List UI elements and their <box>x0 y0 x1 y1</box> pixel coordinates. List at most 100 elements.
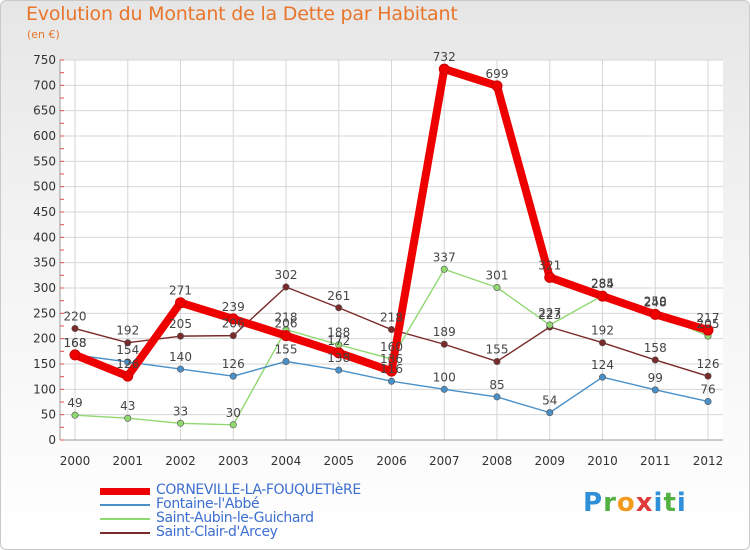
y-tick-label: 300 <box>33 281 56 295</box>
data-point <box>651 386 659 394</box>
data-label: 126 <box>697 357 720 371</box>
data-point <box>493 357 501 365</box>
data-point <box>440 385 448 393</box>
legend-swatch <box>100 488 150 495</box>
data-point <box>177 419 185 427</box>
data-label: 223 <box>538 308 561 322</box>
data-label: 100 <box>433 370 456 384</box>
data-label: 239 <box>222 300 245 314</box>
data-point <box>493 283 501 291</box>
data-point <box>649 308 661 320</box>
data-point <box>335 366 343 374</box>
data-label: 116 <box>380 362 403 376</box>
x-tick-label: 2004 <box>271 454 302 468</box>
data-point <box>386 365 397 377</box>
y-tick-label: 250 <box>33 306 56 320</box>
data-label: 732 <box>433 50 456 64</box>
data-point <box>122 370 134 382</box>
data-point <box>546 409 554 417</box>
data-label: 271 <box>169 284 192 298</box>
legend-label: Fontaine-l'Abbé <box>156 496 260 512</box>
data-point <box>177 332 185 340</box>
y-tick-label: 200 <box>33 332 56 346</box>
data-point <box>229 421 237 429</box>
y-tick-label: 650 <box>33 104 56 118</box>
y-tick-label: 550 <box>33 154 56 168</box>
data-point <box>704 372 712 380</box>
data-point <box>597 290 608 302</box>
x-tick-label: 2012 <box>693 454 724 468</box>
data-label: 250 <box>644 294 667 308</box>
data-label: 192 <box>116 324 139 338</box>
data-label: 124 <box>591 358 614 372</box>
data-label: 155 <box>275 342 298 356</box>
data-label: 126 <box>222 357 245 371</box>
data-label: 218 <box>380 311 403 325</box>
x-tick-label: 2000 <box>60 454 91 468</box>
data-label: 206 <box>275 317 298 331</box>
data-label: 192 <box>591 324 614 338</box>
data-label: 284 <box>591 277 614 291</box>
data-point <box>177 365 185 373</box>
data-label: 699 <box>486 67 509 81</box>
y-tick-label: 600 <box>33 129 56 143</box>
x-tick-label: 2002 <box>165 454 196 468</box>
data-point <box>598 339 606 347</box>
y-tick-label: 500 <box>33 180 56 194</box>
legend-swatch <box>100 518 150 520</box>
data-label: 301 <box>486 268 509 282</box>
data-label: 220 <box>64 310 87 324</box>
data-point <box>651 356 659 364</box>
data-label: 168 <box>64 336 87 350</box>
data-point <box>387 326 395 334</box>
y-tick-label: 150 <box>33 357 56 371</box>
data-point <box>491 80 503 92</box>
y-tick-label: 0 <box>48 433 56 447</box>
data-point <box>69 349 81 361</box>
data-label: 140 <box>169 350 192 364</box>
y-tick-label: 350 <box>33 256 56 270</box>
data-label: 49 <box>67 396 82 410</box>
data-label: 172 <box>327 334 350 348</box>
data-label: 155 <box>486 342 509 356</box>
data-label: 160 <box>380 340 403 354</box>
y-tick-label: 700 <box>33 78 56 92</box>
x-tick-label: 2005 <box>323 454 354 468</box>
y-tick-label: 100 <box>33 382 56 396</box>
data-label: 126 <box>116 357 139 371</box>
data-label: 136 <box>380 352 403 366</box>
data-label: 217 <box>697 311 720 325</box>
data-point <box>124 414 132 422</box>
data-label: 188 <box>327 326 350 340</box>
data-point <box>546 321 554 329</box>
data-label: 205 <box>169 317 192 331</box>
data-label: 206 <box>222 317 245 331</box>
legend-swatch <box>100 532 150 534</box>
data-point <box>229 332 237 340</box>
data-label: 138 <box>327 351 350 365</box>
data-label: 54 <box>542 394 557 408</box>
data-point <box>229 372 237 380</box>
data-point <box>440 265 448 273</box>
data-label: 158 <box>644 341 667 355</box>
legend-label: Saint-Clair-d'Arcey <box>156 524 278 540</box>
data-label: 189 <box>433 325 456 339</box>
data-label: 227 <box>538 306 561 320</box>
data-point <box>440 340 448 348</box>
data-point <box>493 393 501 401</box>
data-point <box>227 313 239 325</box>
data-point <box>282 357 290 365</box>
data-label: 321 <box>538 258 561 272</box>
data-point <box>175 297 186 309</box>
data-point <box>124 358 132 366</box>
x-tick-label: 2008 <box>482 454 513 468</box>
data-label: 85 <box>489 378 504 392</box>
x-tick-label: 2003 <box>218 454 249 468</box>
data-label: 43 <box>120 399 135 413</box>
data-point <box>71 411 79 419</box>
y-tick-label: 400 <box>33 230 56 244</box>
data-point <box>333 347 345 359</box>
data-label: 248 <box>644 295 667 309</box>
legend-label: Saint-Aubin-le-Guichard <box>156 510 314 526</box>
